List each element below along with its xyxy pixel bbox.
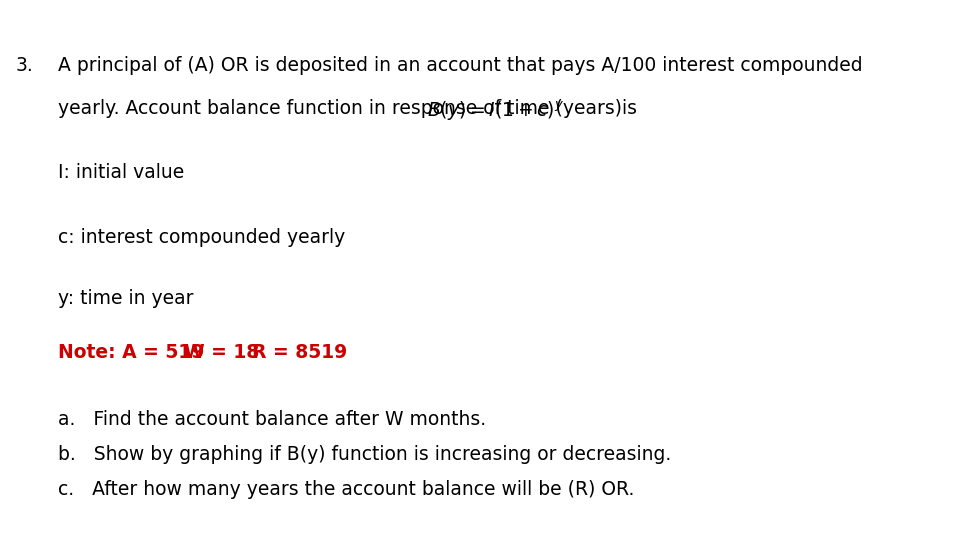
Text: Note: A = 519: Note: A = 519 [58, 343, 204, 362]
Text: a.   Find the account balance after W months.: a. Find the account balance after W mont… [58, 410, 486, 429]
Text: c: interest compounded yearly: c: interest compounded yearly [58, 228, 346, 247]
Text: W = 18: W = 18 [184, 343, 259, 362]
Text: 3.: 3. [15, 56, 33, 75]
Text: y: time in year: y: time in year [58, 289, 194, 308]
Text: I: initial value: I: initial value [58, 163, 184, 182]
Text: $B(y) = I(1 + c)^{y}$: $B(y) = I(1 + c)^{y}$ [427, 99, 564, 123]
Text: b.   Show by graphing if B(y) function is increasing or decreasing.: b. Show by graphing if B(y) function is … [58, 445, 671, 464]
Text: A principal of (A) OR is deposited in an account that pays A/100 interest compou: A principal of (A) OR is deposited in an… [58, 56, 863, 75]
Text: yearly. Account balance function in response of time (years)is: yearly. Account balance function in resp… [58, 99, 643, 118]
Text: c.   After how many years the account balance will be (R) OR.: c. After how many years the account bala… [58, 480, 635, 498]
Text: R = 8519: R = 8519 [252, 343, 348, 362]
